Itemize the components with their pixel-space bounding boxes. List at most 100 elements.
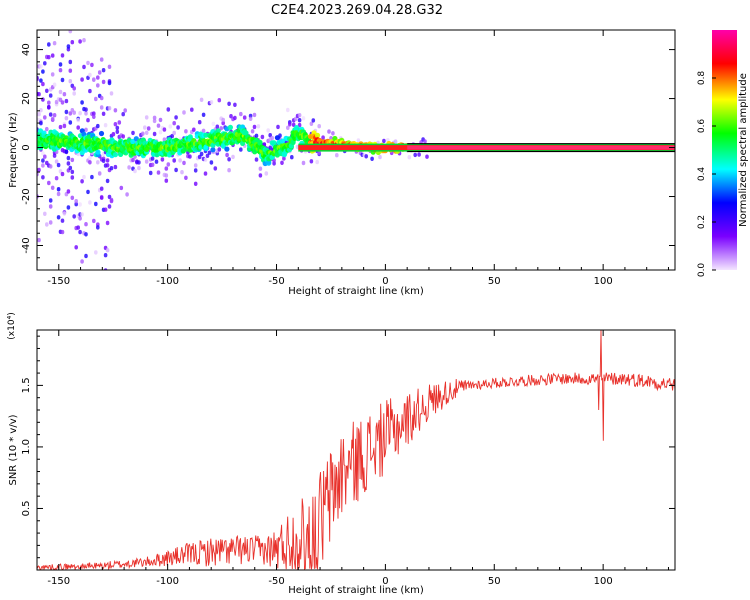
spectrogram-noise-cell (41, 69, 45, 74)
spectrogram-noise-cell (80, 212, 84, 217)
spectrogram-noise-cell (160, 157, 165, 162)
spectrogram-noise-cell (70, 157, 75, 163)
spectrogram-noise-cell (144, 159, 149, 164)
spectrogram-noise-cell (182, 160, 186, 166)
spectrogram-noise-cell (174, 167, 178, 173)
spectrogram-noise-cell (109, 197, 114, 203)
snr-x-label: Height of straight line (km) (288, 585, 424, 596)
spectrogram-noise-cell (364, 154, 369, 159)
spectrogram-noise-cell (156, 123, 161, 128)
spectrogram-noise-cell (66, 44, 71, 49)
spectrogram-noise-cell (166, 162, 171, 167)
spectrogram-noise-cell (92, 114, 96, 120)
spectrogram-noise-cell (209, 160, 214, 165)
spectrogram-noise-cell (107, 79, 112, 84)
spectrogram-noise-cell (233, 115, 237, 121)
spectrogram-noise-cell (94, 250, 98, 255)
spectrogram-noise-cell (43, 300, 47, 304)
spectrogram-noise-cell (60, 171, 65, 177)
spectrogram-noise-cell (193, 181, 198, 186)
spectrogram-band-cell (130, 138, 136, 145)
spectrogram-noise-cell (48, 198, 53, 203)
spectrogram-noise-cell (156, 170, 161, 175)
spectrogram-noise-cell (43, 211, 47, 216)
spectrogram-noise-cell (105, 248, 110, 253)
spectrogram-noise-cell (39, 64, 43, 69)
spectrogram-noise-cell (88, 88, 92, 94)
spectrogram-noise-cell (74, 199, 78, 204)
spectrogram-noise-cell (113, 122, 118, 127)
spectrogram-noise-cell (172, 130, 176, 136)
spectrogram-noise-cell (297, 113, 302, 118)
spectrogram-noise-cell (178, 158, 182, 163)
spectrogram-band-cell (280, 138, 286, 144)
spectrogram-noise-cell (41, 81, 45, 87)
spectrogram-noise-cell (94, 96, 98, 102)
spectrogram-noise-cell (258, 173, 263, 178)
spectrogram-noise-cell (150, 156, 155, 161)
spectrogram-y-tick-label: 40 (21, 43, 32, 56)
spectrogram-noise-cell (72, 11, 76, 15)
spectrogram-noise-cell (52, 113, 57, 118)
spectrogram-noise-cell (105, 178, 110, 184)
spectrogram-noise-cell (213, 166, 218, 171)
spectrogram-noise-cell (68, 165, 73, 171)
snr-x-tick-label: -150 (47, 576, 70, 587)
spectrogram-noise-cell (154, 159, 159, 164)
spectrogram-noise-cell (176, 125, 180, 130)
spectrogram-noise-cell (52, 41, 57, 46)
spectrogram-noise-cell (239, 111, 243, 117)
spectrogram-noise-cell (53, 0, 57, 3)
steady-tone-edge-top (407, 143, 675, 145)
spectrogram-noise-cell (101, 111, 106, 117)
spectrogram-noise-cell (137, 160, 141, 165)
spectrogram-noise-cell (164, 166, 169, 171)
spectrogram-x-tick-label: 100 (594, 276, 613, 287)
spectrogram-noise-cell (166, 107, 171, 112)
spectrogram-noise-cell (301, 116, 306, 121)
snr-plot-area (37, 330, 675, 570)
spectrogram-noise-cell (50, 116, 55, 122)
spectrogram-band-cell (112, 152, 118, 158)
spectrogram-noise-cell (209, 100, 214, 105)
spectrogram-noise-cell (60, 77, 65, 83)
spectrogram-noise-cell (54, 176, 59, 181)
spectrogram-noise-cell (425, 154, 429, 159)
colorbar-tick-label: 0.2 (697, 215, 707, 229)
spectrogram-noise-cell (64, 98, 69, 104)
spectrogram-noise-cell (47, 105, 51, 110)
spectrogram-noise-cell (370, 156, 374, 161)
spectrogram-noise-cell (144, 130, 149, 135)
spectrogram-noise-cell (84, 107, 88, 112)
spectrogram-noise-cell (103, 123, 108, 128)
spectrogram-noise-cell (58, 68, 63, 73)
spectrogram-noise-cell (229, 114, 233, 119)
spectrogram-noise-cell (282, 156, 286, 161)
spectrogram-noise-cell (286, 125, 290, 130)
spectrogram-noise-cell (162, 127, 167, 132)
spectrogram-noise-cell (78, 278, 82, 282)
spectrogram-noise-cell (227, 157, 231, 162)
spectrogram-noise-cell (286, 107, 290, 113)
spectrogram-noise-cell (58, 89, 63, 95)
spectrogram-noise-cell (41, 158, 45, 163)
spectrogram-noise-cell (188, 154, 192, 159)
spectrogram-noise-cell (197, 154, 202, 160)
spectrogram-noise-cell (103, 253, 108, 258)
snr-series-line (37, 330, 675, 570)
spectrogram-noise-cell (88, 155, 92, 161)
spectrogram-noise-cell (96, 123, 100, 129)
spectrogram-noise-cell (252, 112, 257, 118)
spectrogram-noise-cell (131, 130, 135, 136)
spectrogram-noise-cell (80, 77, 84, 82)
spectrogram-noise-cell (184, 175, 188, 180)
spectrogram-noise-cell (94, 201, 98, 207)
spectrogram-noise-cell (96, 75, 100, 80)
spectrogram-noise-cell (96, 83, 100, 88)
spectrogram-noise-cell (378, 154, 382, 160)
colorbar-tick-label: 0.4 (697, 167, 707, 182)
spectrogram-noise-cell (66, 161, 71, 166)
spectrogram-noise-cell (76, 225, 80, 230)
spectrogram-noise-cell (197, 120, 202, 125)
spectrogram-noise-cell (41, 97, 45, 102)
